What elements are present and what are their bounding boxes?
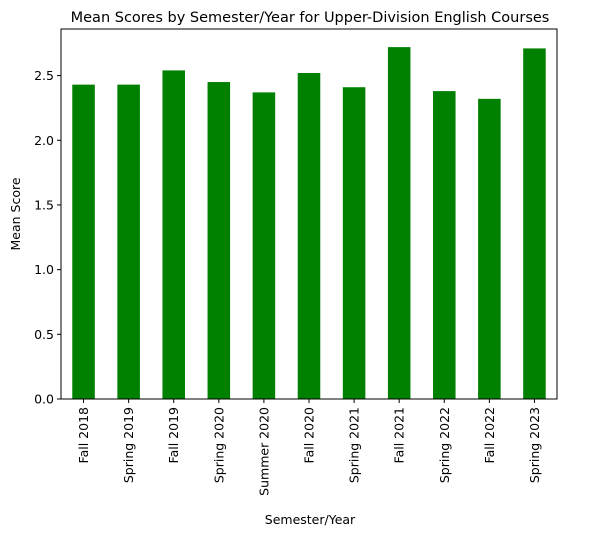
y-tick-label: 0.5 [34, 327, 54, 342]
bar [72, 84, 95, 400]
chart-title: Mean Scores by Semester/Year for Upper-D… [71, 10, 550, 26]
plot-area: 0.0 0.5 1.0 1.5 2.0 2.5 Fall 2018 Spring 2019 Fa… [34, 28, 558, 496]
x-tick-label: Fall 2020 [302, 407, 317, 463]
x-tick-label: Spring 2022 [437, 407, 452, 483]
bar [297, 72, 321, 399]
y-tick-label: 1.0 [34, 262, 54, 277]
bar [162, 70, 185, 400]
y-tick-label: 1.5 [34, 197, 54, 212]
x-tick-label: Summer 2020 [256, 407, 271, 496]
y-axis-label: Mean Score [8, 177, 23, 250]
x-axis-label: Semester/Year [265, 512, 356, 527]
bar [478, 98, 501, 399]
y-tick-label: 0.0 [34, 392, 54, 407]
y-tick-label: 2.0 [34, 133, 54, 148]
x-tick-label: Fall 2019 [166, 407, 181, 463]
x-tick-label: Fall 2022 [482, 407, 497, 463]
bar [342, 87, 366, 399]
plot-frame [60, 28, 558, 400]
x-tick-label: Spring 2020 [211, 407, 226, 483]
x-tick-label: Spring 2021 [347, 407, 362, 483]
bar [523, 48, 546, 400]
bar [433, 91, 456, 399]
x-tick-label: Fall 2018 [76, 407, 91, 463]
y-tick-label: 2.5 [34, 68, 54, 83]
bar [117, 84, 140, 400]
bar [387, 47, 411, 400]
x-tick-label: Spring 2019 [121, 407, 136, 483]
bar [252, 92, 276, 400]
bar [207, 82, 231, 399]
x-tick-label: Spring 2023 [527, 407, 542, 483]
x-tick-label: Fall 2021 [392, 407, 407, 463]
